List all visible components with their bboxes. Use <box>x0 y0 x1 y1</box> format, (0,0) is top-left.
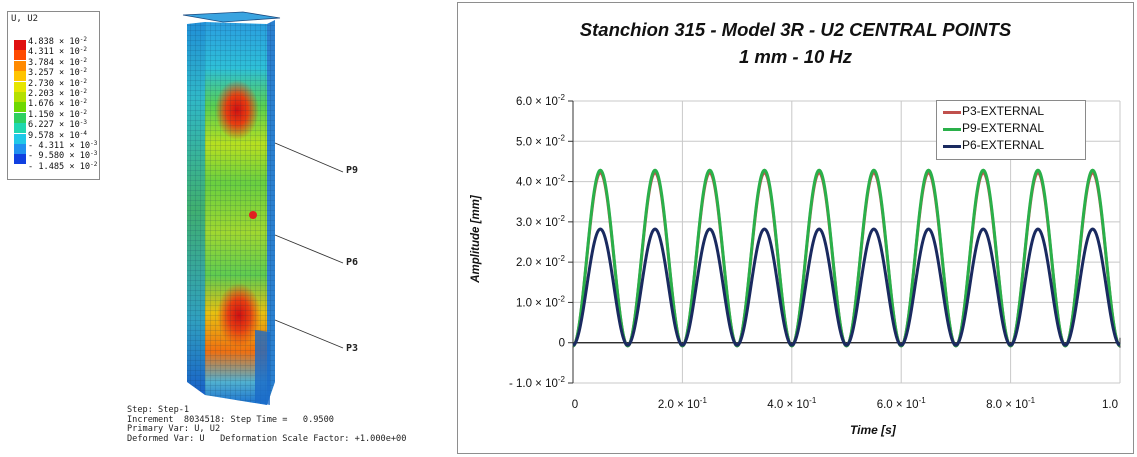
stanchion-model-image <box>182 11 344 405</box>
step-info-line: Deformed Var: U Deformation Scale Factor… <box>127 433 407 444</box>
step-info: Step: Step-1 Increment 8034518: Step Time… <box>127 405 407 444</box>
contour-swatch <box>14 50 26 61</box>
point-label-p6: P6 <box>346 257 359 268</box>
x-tick-label: 2.0 × 10-1 <box>658 396 708 411</box>
contour-swatch <box>14 81 26 92</box>
contour-swatch <box>14 133 26 144</box>
y-axis-label: Amplitude [mm] <box>470 195 482 283</box>
contour-swatch <box>14 92 26 102</box>
contour-value-label: 1.676 × 10-2 <box>28 98 87 110</box>
x-tick-label: 4.0 × 10-1 <box>767 396 817 411</box>
x-axis-label: Time [s] <box>850 423 896 437</box>
contour-value-label: 4.838 × 10-2 <box>28 36 87 47</box>
contour-value-label: 3.784 × 10-2 <box>28 56 87 68</box>
contour-value-label: 2.203 × 10-2 <box>28 88 87 99</box>
series-line-p3-external <box>572 171 1121 348</box>
contour-swatch <box>14 112 26 123</box>
contour-value-label: 9.578 × 10-4 <box>28 129 87 141</box>
y-tick-label: 1.0 × 10-2 <box>516 294 566 309</box>
contour-swatch <box>14 60 26 71</box>
legend-swatch <box>943 145 961 148</box>
contour-value-label: - 9.580 × 10-3 <box>28 150 98 162</box>
contour-value-label: 2.730 × 10-2 <box>28 77 87 89</box>
legend-label: P3-EXTERNAL <box>962 104 1045 118</box>
contour-legend-title: U, U2 <box>11 14 39 24</box>
contour-legend: U, U2 4.838 × 10-2 4.311 × 10-2 3.784 × 10… <box>7 11 100 180</box>
y-tick-label: 5.0 × 10-2 <box>516 133 566 148</box>
point-label-p9: P9 <box>346 165 359 176</box>
legend-entry: P6-EXTERNAL <box>943 138 1083 154</box>
step-info-line: Primary Var: U, U2 <box>127 424 221 435</box>
y-tick-label: 6.0 × 10-2 <box>516 93 566 108</box>
legend-swatch <box>943 128 961 131</box>
x-tick-label: 0 <box>572 399 578 411</box>
legend-label: P9-EXTERNAL <box>962 121 1045 135</box>
contour-swatch <box>14 154 26 165</box>
y-tick-label: 3.0 × 10-2 <box>516 214 566 229</box>
legend-swatch <box>943 111 961 114</box>
y-tick-label: 4.0 × 10-2 <box>516 174 566 189</box>
series-line-p6-external <box>572 227 1121 347</box>
x-tick-label: 6.0 × 10-1 <box>877 396 927 411</box>
line-chart: 6.0 × 10-2 5.0 × 10-2 4.0 × 10-2 3.0 × 10-2… <box>509 93 1121 411</box>
step-info-line: Step: Step-1 <box>127 405 190 415</box>
contour-value-label: - 1.485 × 10-2 <box>28 160 98 172</box>
contour-value-label: 1.150 × 10-2 <box>28 108 87 120</box>
contour-value-label: - 4.311 × 10-3 <box>28 140 98 151</box>
contour-swatch <box>14 71 26 82</box>
series-line-p9-external <box>572 168 1121 348</box>
legend-entry: P3-EXTERNAL <box>943 104 1083 120</box>
legend-entry: P9-EXTERNAL <box>943 121 1083 137</box>
contour-value-label: 3.257 × 10-2 <box>28 67 87 79</box>
chart-subtitle: 1 mm - 10 Hz <box>738 46 853 67</box>
chart-panel: Stanchion 315 - Model 3R - U2 CENTRAL PO… <box>457 2 1134 454</box>
y-tick-label: 2.0 × 10-2 <box>516 254 566 269</box>
x-tick-label: 8.0 × 10-1 <box>986 396 1036 411</box>
legend-label: P6-EXTERNAL <box>962 138 1045 152</box>
contour-swatch <box>14 144 26 154</box>
step-info-line: Increment 8034518: Step Time = 0.9500 <box>127 414 334 425</box>
chart-title: Stanchion 315 - Model 3R - U2 CENTRAL PO… <box>579 19 1012 40</box>
model-panel: U, U2 4.838 × 10-2 4.311 × 10-2 3.784 × 10… <box>0 0 455 457</box>
contour-swatch <box>14 102 26 113</box>
x-tick-label: 1.0 <box>1102 399 1118 411</box>
y-tick-label: 0 <box>559 338 565 350</box>
point-label-p3: P3 <box>346 343 359 354</box>
contour-value-label: 6.227 × 10-3 <box>28 119 87 131</box>
y-tick-label: - 1.0 × 10-2 <box>509 375 566 390</box>
contour-swatch <box>14 40 26 50</box>
contour-swatch <box>14 123 26 134</box>
contour-value-label: 4.311 × 10-2 <box>28 46 87 58</box>
chart-legend: P3-EXTERNAL P9-EXTERNAL P6-EXTERNAL <box>936 100 1086 160</box>
